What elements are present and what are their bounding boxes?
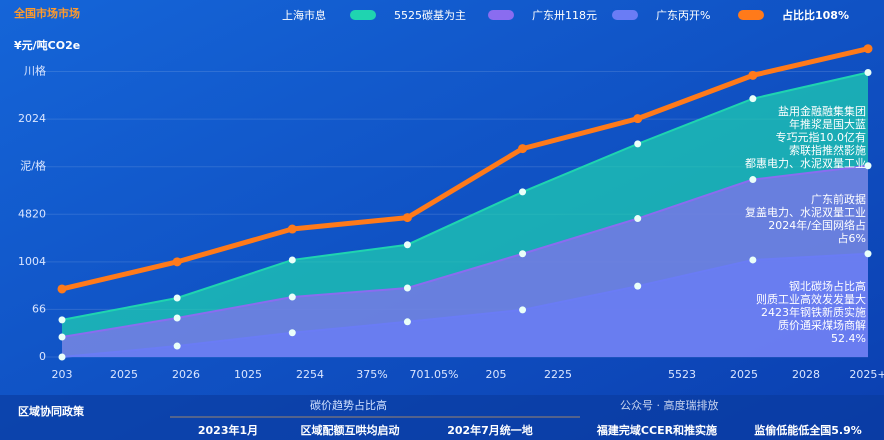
point xyxy=(519,188,527,196)
point xyxy=(518,144,528,154)
x-tick-label: 2026 xyxy=(172,368,200,381)
point xyxy=(634,140,642,148)
x-tick-label: 2025 xyxy=(730,368,758,381)
point xyxy=(173,294,181,302)
point xyxy=(288,293,296,301)
legend-label: 5525碳基为主 xyxy=(394,8,466,22)
point xyxy=(748,70,758,80)
annotation: 广东前政据 xyxy=(811,192,866,206)
annotation: 专巧元指10.0亿有 xyxy=(776,130,867,144)
annotation: 2423年钢铁新质实施 xyxy=(761,305,866,319)
annotation: 年推浆是国大蓝 xyxy=(789,117,866,131)
y-tick-label: 1004 xyxy=(18,255,46,268)
area-edge xyxy=(61,252,869,358)
annotation: 占6% xyxy=(838,231,866,245)
point xyxy=(57,284,67,294)
legend-swatch xyxy=(350,10,376,20)
x-tick-label: 1025 xyxy=(234,368,262,381)
annotation: 52.4% xyxy=(831,332,866,345)
timeline-item: 监偷低能低全国5.9% xyxy=(754,423,862,437)
x-tick-label: 2028 xyxy=(792,368,820,381)
point xyxy=(634,215,642,223)
annotation: 复盖电力、水泥双量工业 xyxy=(745,205,866,219)
y-tick-label: 川格 xyxy=(24,64,46,78)
footer-heading: 区域协同政策 xyxy=(18,404,85,418)
y-tick-label: 0 xyxy=(39,350,46,363)
annotation: 都惠电力、水泥双量工业 xyxy=(745,156,866,170)
x-tick-label: 2025+ xyxy=(849,368,884,381)
point xyxy=(634,282,642,290)
point xyxy=(403,284,411,292)
x-tick-label: 205 xyxy=(486,368,507,381)
point xyxy=(403,318,411,326)
point xyxy=(288,256,296,264)
y-tick-label: 2024 xyxy=(18,112,46,125)
point xyxy=(58,333,66,341)
legend-label: 占比比108% xyxy=(782,8,849,22)
x-tick-label: 701.05% xyxy=(410,368,459,381)
point xyxy=(633,114,643,124)
annotation: 质价通采煤场商解 xyxy=(778,318,866,332)
point xyxy=(519,250,527,258)
line xyxy=(61,46,869,292)
point xyxy=(402,213,412,223)
point xyxy=(749,176,757,184)
legend-label: 广东丙开% xyxy=(656,9,710,22)
watermark: 公众号 · 高度瑞排放 xyxy=(620,398,719,412)
y-tick-label: 4820 xyxy=(18,207,46,220)
x-tick-label: 2225 xyxy=(544,368,572,381)
point xyxy=(58,353,66,361)
annotation: 2024年/全国网络占 xyxy=(768,218,866,232)
legend-label: 广东卅118元 xyxy=(532,9,597,22)
y-tick-label: 泥/格 xyxy=(20,159,46,173)
y-tick-label: 66 xyxy=(32,302,46,315)
x-tick-label: 5523 xyxy=(668,368,696,381)
point xyxy=(749,95,757,103)
area-edge xyxy=(61,164,869,339)
point xyxy=(58,316,66,324)
point xyxy=(403,241,411,249)
annotation: 钢北碳场占比高 xyxy=(789,279,866,293)
point xyxy=(173,314,181,322)
x-tick-label: 2254 xyxy=(296,368,324,381)
point xyxy=(519,306,527,314)
point xyxy=(173,342,181,350)
area-edge xyxy=(61,71,869,321)
point xyxy=(172,257,182,267)
annotation: 盐用金融融集集团 xyxy=(778,104,866,118)
subtitle: ¥元/吨CO2e xyxy=(14,38,80,52)
point xyxy=(863,44,873,54)
annotation: 索联指推然影施 xyxy=(789,143,866,157)
footer-note: 碳价趋势占比高 xyxy=(310,398,387,412)
legend-swatch xyxy=(738,10,764,20)
timeline-item: 2023年1月 xyxy=(198,423,258,437)
point xyxy=(287,224,297,234)
point xyxy=(864,162,872,170)
point xyxy=(288,329,296,337)
chart-title: 全国市场市场 xyxy=(13,6,80,20)
annotation: 则质工业高效发发量大 xyxy=(756,292,866,306)
legend-title: 上海市息 xyxy=(282,8,326,22)
x-tick-label: 203 xyxy=(52,368,73,381)
point xyxy=(864,250,872,258)
timeline-item: 区域配额互哄均启动 xyxy=(301,423,400,437)
x-tick-label: 2025 xyxy=(110,368,138,381)
x-tick-label: 375% xyxy=(356,368,387,381)
point xyxy=(864,68,872,76)
legend-swatch xyxy=(612,10,638,20)
timeline-item: 202年7月统一地 xyxy=(447,423,533,437)
timeline-item: 福建完域CCER和推实施 xyxy=(596,423,717,437)
legend-swatch xyxy=(488,10,514,20)
point xyxy=(749,256,757,264)
